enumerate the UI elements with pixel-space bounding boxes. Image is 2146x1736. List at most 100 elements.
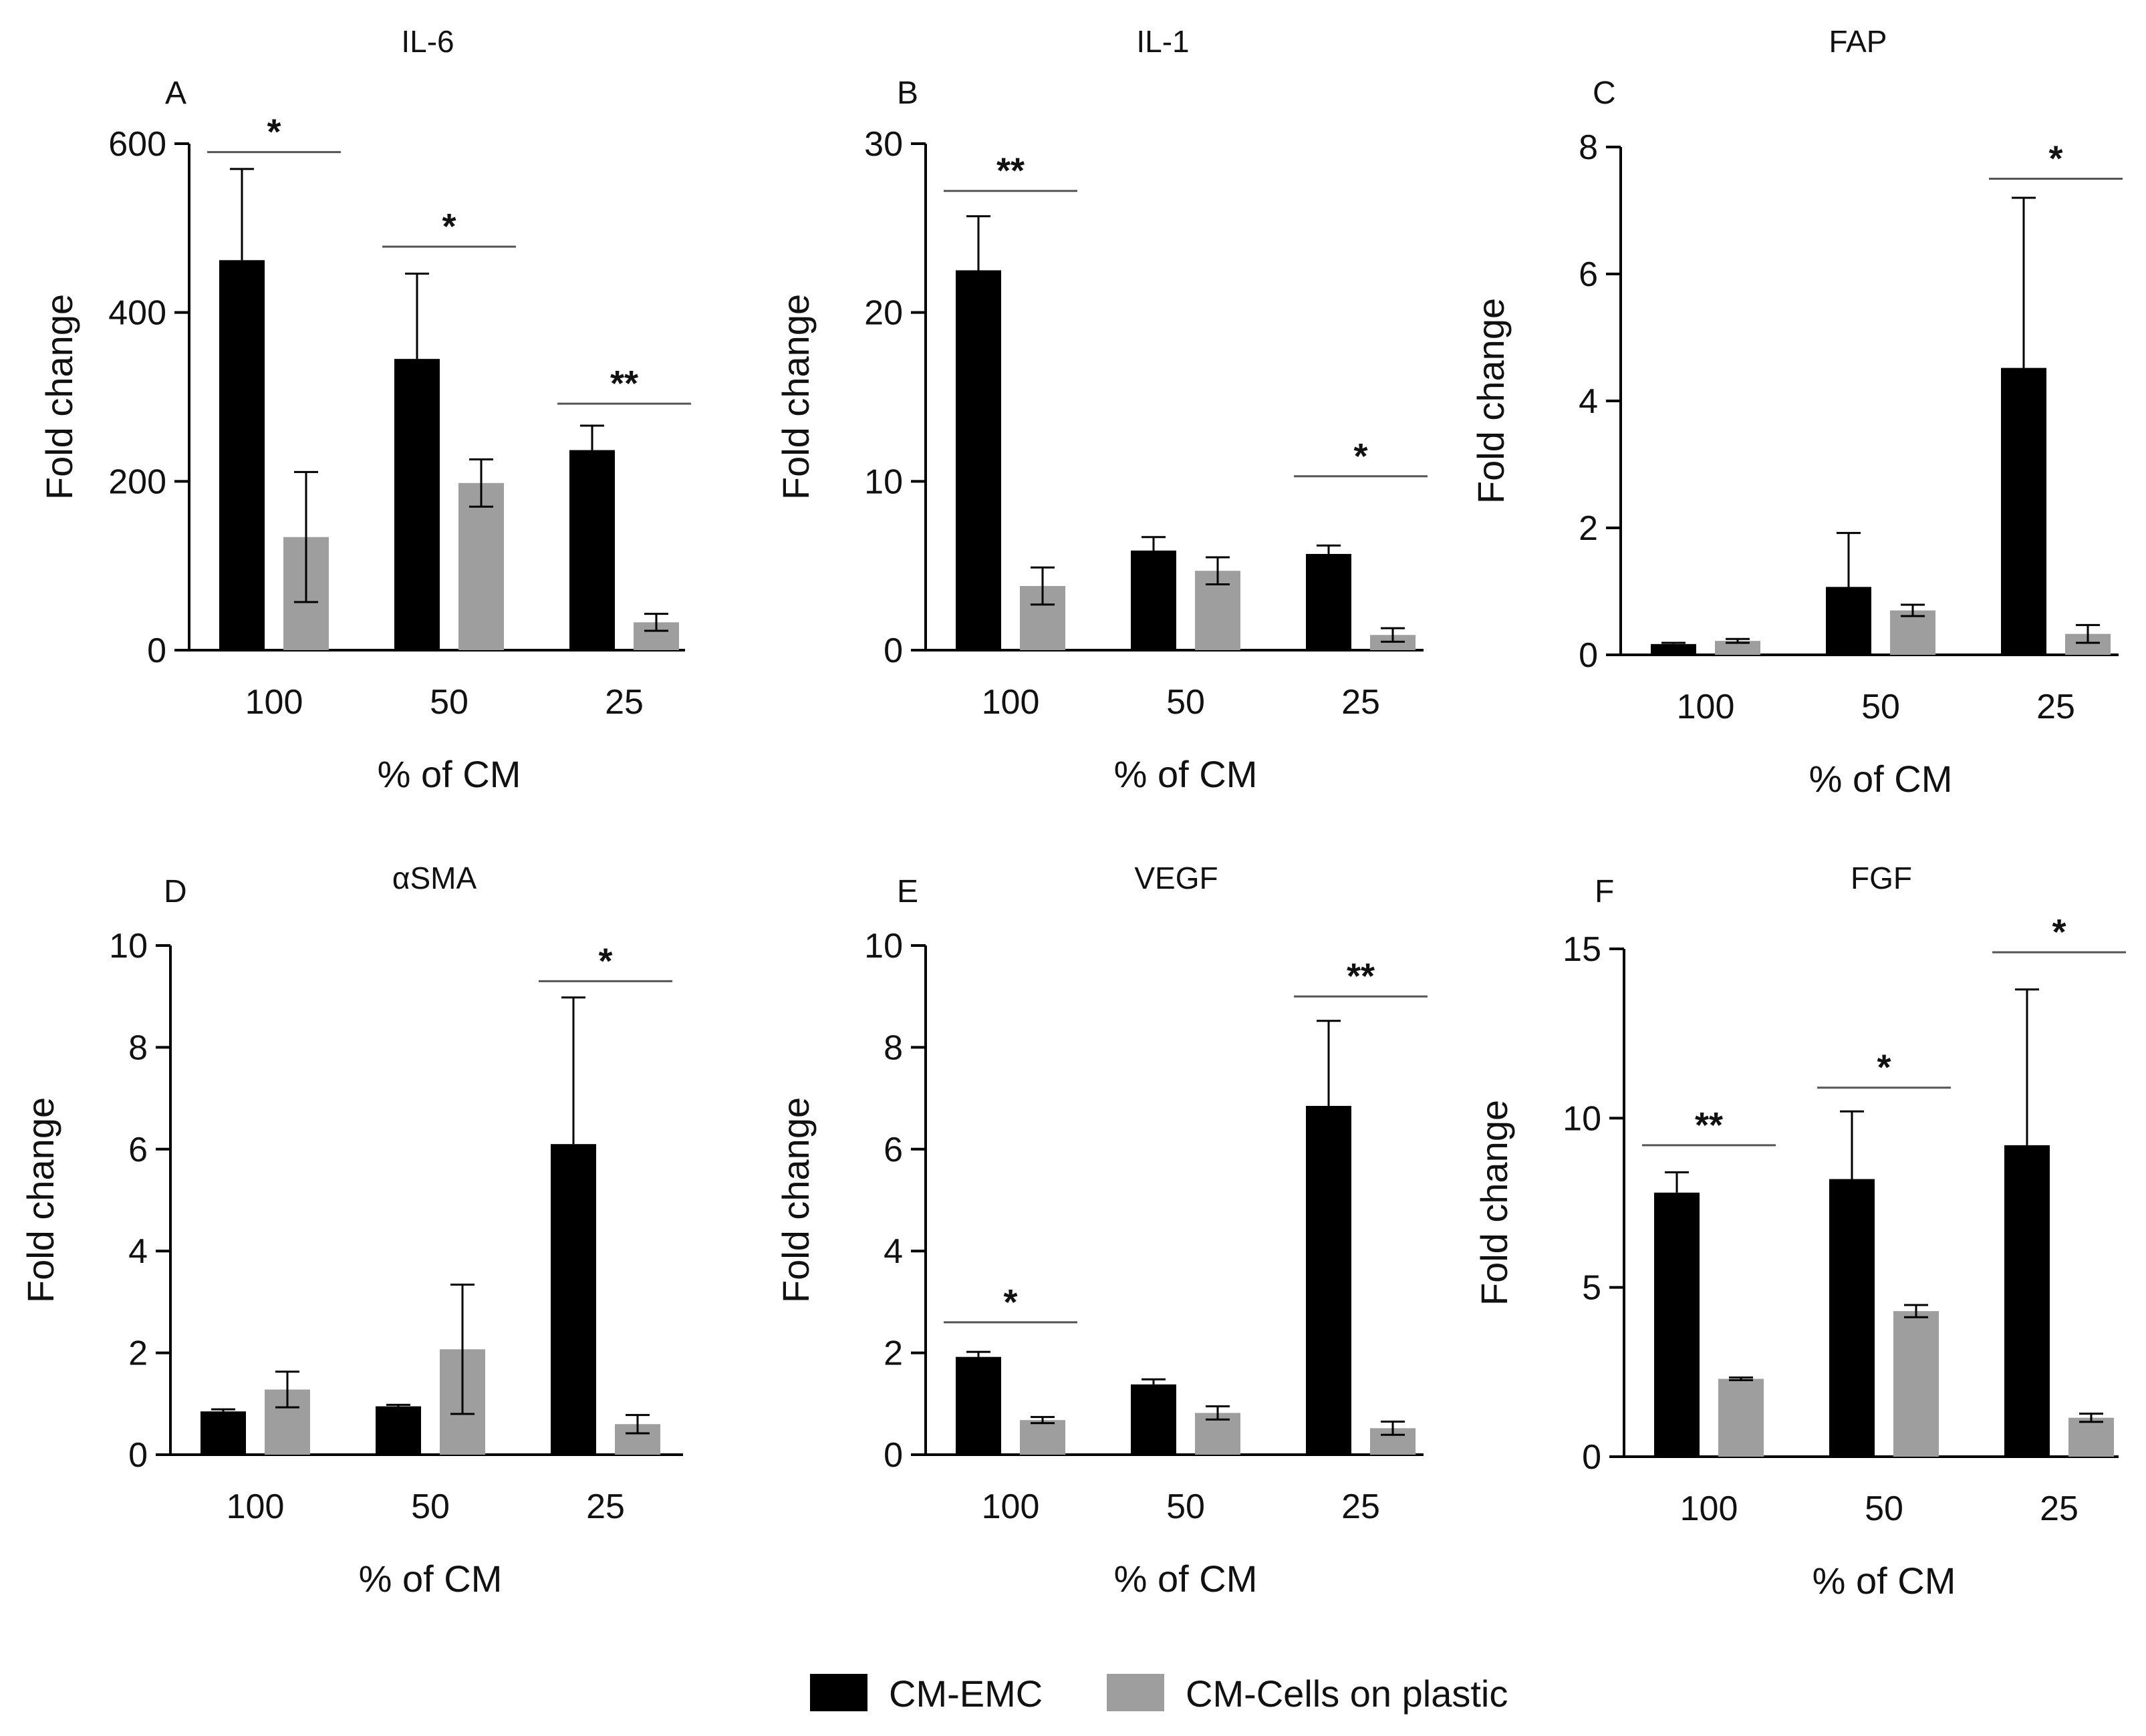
bar-cm-emc-25: [2004, 1145, 2050, 1457]
bar-cm-emc-25: [551, 1144, 596, 1455]
x-tick-label: 100: [1680, 1489, 1738, 1528]
x-tick-label: 25: [586, 1487, 625, 1526]
bar-cm-emc-25: [569, 450, 615, 650]
bar-cm-emc-50: [1826, 587, 1871, 655]
bar-cm-cells-on-plastic-100: [1718, 1379, 1764, 1457]
panel-title: αSMA: [392, 861, 477, 895]
y-tick-label: 400: [108, 294, 166, 333]
y-tick-label: 8: [1579, 128, 1598, 167]
y-axis-label: Fold change: [38, 294, 80, 500]
bar-cm-emc-100: [219, 260, 265, 651]
bar-cm-cells-on-plastic-50: [1890, 610, 1935, 655]
panel-letter: C: [1593, 76, 1616, 111]
x-tick-label: 25: [2040, 1489, 2078, 1528]
bar-cm-emc-100: [956, 270, 1001, 650]
bar-cm-emc-50: [394, 359, 440, 650]
y-tick-label: 20: [864, 294, 903, 333]
x-axis-label: % of CM: [1809, 758, 1953, 800]
panel-letter: F: [1595, 874, 1614, 909]
bar-cm-cells-on-plastic-50: [458, 482, 504, 650]
y-tick-label: 0: [1579, 636, 1598, 675]
y-tick-label: 10: [1563, 1099, 1601, 1138]
y-tick-label: 2: [1579, 509, 1598, 548]
y-tick-label: 10: [864, 927, 903, 966]
panel-letter: B: [897, 76, 918, 111]
y-tick-label: 0: [147, 631, 166, 670]
significance-label: *: [1003, 1282, 1017, 1322]
legend-swatch-cm-cells-on-plastic: [1107, 1674, 1164, 1711]
x-axis-label: % of CM: [1114, 753, 1258, 795]
y-tick-label: 0: [884, 1436, 903, 1475]
panel-d: αSMA D 0 2 4 6 8 10 Fold change 100 50 25 % of CM *: [19, 861, 683, 1600]
y-axis-label: Fold change: [775, 1097, 817, 1303]
bar-cm-emc-100: [1654, 1192, 1700, 1457]
legend-label-cm-emc: CM-EMC: [889, 1673, 1043, 1715]
y-tick-label: 200: [108, 462, 166, 501]
significance-label: **: [1347, 956, 1375, 996]
legend-swatch-cm-emc: [810, 1674, 867, 1711]
x-tick-label: 100: [982, 683, 1040, 722]
y-tick-label: 8: [128, 1028, 148, 1067]
y-tick-label: 4: [1579, 382, 1598, 421]
y-tick-label: 0: [884, 631, 903, 670]
x-axis-label: % of CM: [359, 1558, 503, 1600]
y-tick-label: 10: [109, 927, 148, 966]
y-tick-label: 4: [128, 1232, 148, 1271]
panel-title: IL-6: [401, 24, 454, 59]
significance-label: *: [2048, 139, 2062, 179]
y-tick-label: 5: [1582, 1269, 1601, 1308]
y-tick-label: 6: [884, 1131, 903, 1169]
x-tick-label: 25: [1341, 1487, 1380, 1526]
x-tick-label: 100: [227, 1487, 285, 1526]
bar-cm-cells-on-plastic-25: [2068, 1417, 2114, 1457]
x-tick-label: 25: [605, 683, 644, 722]
bar-cm-emc-25: [1306, 1106, 1351, 1455]
x-tick-label: 25: [1341, 683, 1380, 722]
panel-title: IL-1: [1136, 24, 1189, 59]
panel-title: VEGF: [1134, 861, 1218, 895]
y-axis-label: Fold change: [1473, 1100, 1515, 1306]
bar-cm-emc-100: [200, 1411, 246, 1455]
y-tick-label: 10: [864, 462, 903, 501]
panel-letter: D: [164, 874, 187, 909]
y-axis-label: Fold change: [19, 1097, 61, 1303]
bar-cm-emc-100: [956, 1356, 1001, 1455]
x-tick-label: 50: [1861, 688, 1900, 726]
y-tick-label: 0: [1582, 1438, 1601, 1477]
y-axis-label: Fold change: [1470, 298, 1512, 504]
panel-letter: A: [165, 76, 186, 111]
y-tick-label: 0: [128, 1436, 148, 1475]
x-tick-label: 50: [411, 1487, 450, 1526]
significance-label: *: [1877, 1048, 1891, 1088]
legend: CM-EMC CM-Cells on plastic: [810, 1673, 1508, 1715]
significance-label: **: [610, 364, 638, 404]
x-axis-label: % of CM: [1813, 1560, 1956, 1602]
y-tick-label: 4: [884, 1232, 903, 1271]
bar-cm-emc-25: [1306, 553, 1351, 650]
x-tick-label: 50: [1166, 1487, 1205, 1526]
x-tick-label: 100: [1677, 688, 1735, 726]
y-axis-label: Fold change: [775, 294, 817, 500]
y-tick-label: 600: [108, 125, 166, 164]
legend-label-cm-cells-on-plastic: CM-Cells on plastic: [1186, 1673, 1508, 1715]
panel-c: FAP C 0 2 4 6 8 Fold change 100 50 25 % of CM *: [1470, 24, 2123, 800]
significance-label: *: [598, 941, 612, 981]
significance-label: *: [1353, 436, 1367, 476]
bar-cm-emc-50: [376, 1406, 421, 1455]
panel-letter: E: [897, 874, 918, 909]
x-tick-label: 50: [1865, 1489, 1903, 1528]
y-tick-label: 2: [128, 1334, 148, 1373]
significance-label: **: [996, 151, 1025, 191]
panel-title: FAP: [1829, 24, 1887, 59]
bar-cm-emc-50: [1131, 550, 1176, 650]
y-tick-label: 8: [884, 1028, 903, 1067]
y-tick-label: 2: [884, 1334, 903, 1373]
bar-cm-emc-50: [1131, 1384, 1176, 1455]
bar-cm-cells-on-plastic-50: [1893, 1311, 1939, 1457]
y-tick-label: 15: [1563, 930, 1601, 969]
